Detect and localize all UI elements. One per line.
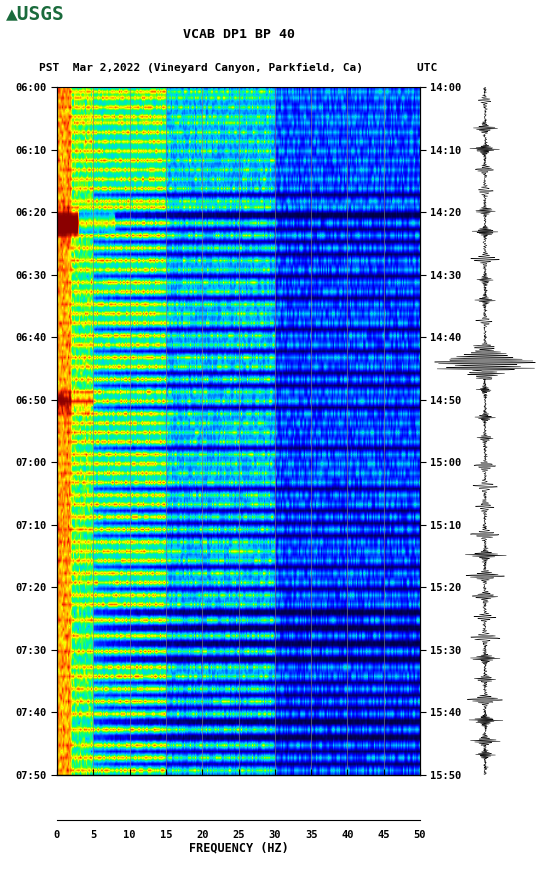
Text: PST  Mar 2,2022 (Vineyard Canyon, Parkfield, Ca)        UTC: PST Mar 2,2022 (Vineyard Canyon, Parkfie… [39, 62, 438, 72]
Text: VCAB DP1 BP 40: VCAB DP1 BP 40 [183, 28, 295, 41]
Text: ▲USGS: ▲USGS [6, 4, 64, 23]
X-axis label: FREQUENCY (HZ): FREQUENCY (HZ) [189, 842, 288, 855]
